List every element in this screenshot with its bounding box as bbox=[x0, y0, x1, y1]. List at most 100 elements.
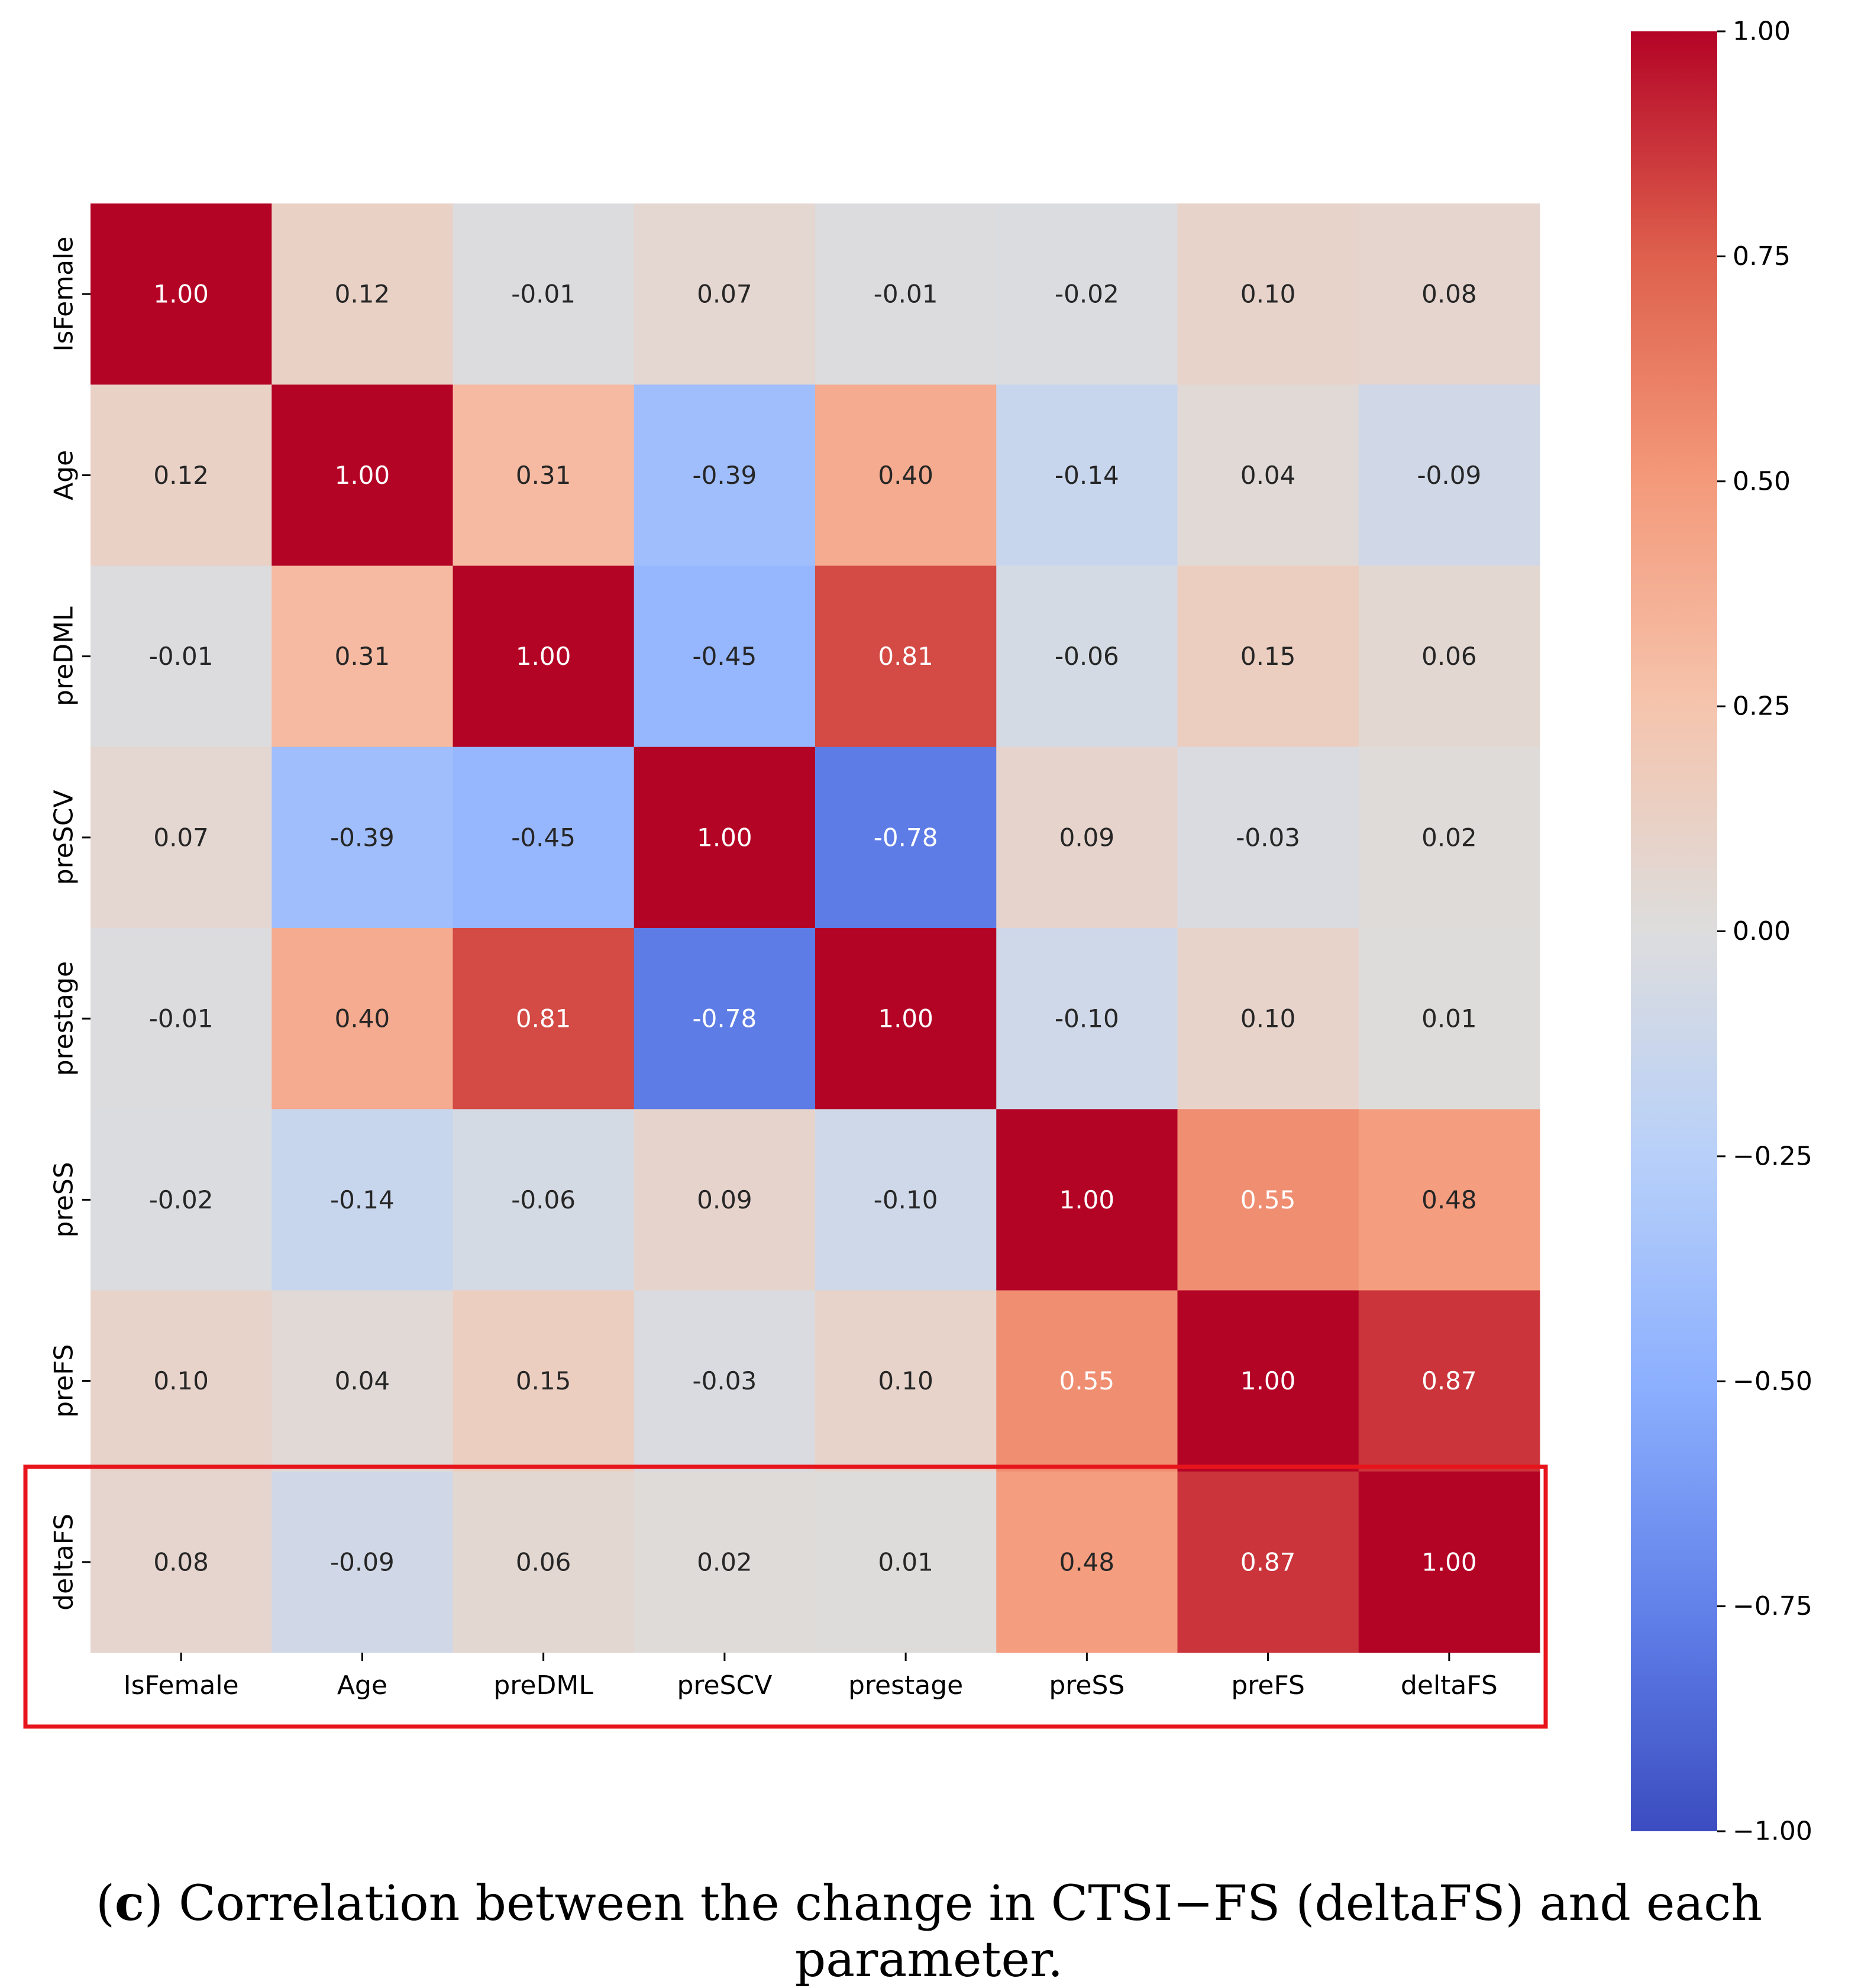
cell-value-label: 0.12 bbox=[335, 280, 390, 309]
heatmap-cell bbox=[1358, 1109, 1540, 1291]
heatmap-cell bbox=[91, 384, 272, 566]
x-axis-labels: IsFemale Age preDML preSCV prestage preSS preF… bbox=[124, 1653, 1498, 1701]
x-tick-label: preSCV bbox=[677, 1670, 772, 1701]
heatmap-cell bbox=[272, 1109, 453, 1291]
cell-value-label: 1.00 bbox=[153, 280, 209, 309]
cell-value-label: 0.04 bbox=[335, 1366, 390, 1395]
cell-value-label: -0.14 bbox=[1055, 461, 1119, 490]
cell-value-label: 0.07 bbox=[697, 280, 752, 309]
colorbar: 1.00 0.75 0.50 0.25 0.00 −0.25 −0.50 −0.75 −1.00 bbox=[1631, 17, 1812, 1847]
heatmap-cell bbox=[1177, 565, 1359, 748]
heatmap-cell bbox=[1177, 203, 1359, 385]
heatmap-cell bbox=[453, 1471, 635, 1653]
y-tick-label: deltaFS bbox=[49, 1514, 79, 1611]
heatmap-cell bbox=[91, 928, 272, 1110]
heatmap-cell bbox=[1358, 1471, 1540, 1653]
colorbar-gradient bbox=[1631, 31, 1717, 1831]
heatmap-cell bbox=[815, 928, 997, 1110]
heatmap-cell bbox=[453, 746, 635, 929]
colorbar-tick-label: 0.25 bbox=[1733, 691, 1791, 722]
heatmap-cell bbox=[272, 1290, 453, 1472]
cell-value-label: -0.78 bbox=[693, 1004, 757, 1033]
cell-value-label: -0.01 bbox=[511, 280, 576, 309]
heatmap-cell bbox=[634, 746, 816, 929]
heatmap-cell bbox=[634, 1471, 816, 1653]
cell-value-label: 0.10 bbox=[1240, 280, 1296, 309]
heatmap-cell bbox=[996, 746, 1178, 929]
y-tick-label: preFS bbox=[49, 1344, 79, 1418]
heatmap-cell bbox=[996, 1290, 1178, 1472]
colorbar-tick-label: −1.00 bbox=[1733, 1816, 1812, 1847]
cell-value-label: 0.15 bbox=[1240, 642, 1296, 671]
heatmap-cell bbox=[91, 565, 272, 748]
cell-value-label: 1.00 bbox=[1240, 1366, 1296, 1395]
cell-value-label: 1.00 bbox=[335, 461, 390, 490]
cell-value-label: 0.48 bbox=[1059, 1547, 1115, 1576]
heatmap-cell bbox=[1358, 384, 1540, 566]
cell-value-label: -0.02 bbox=[149, 1185, 214, 1214]
cell-value-label: 0.06 bbox=[516, 1547, 571, 1576]
cell-value-label: -0.09 bbox=[1417, 461, 1482, 490]
heatmap-cell bbox=[453, 928, 635, 1110]
cell-value-label: -0.01 bbox=[149, 1004, 214, 1033]
heatmap-cell bbox=[1177, 1290, 1359, 1472]
cell-value-label: 0.31 bbox=[516, 461, 571, 490]
cell-value-label: 0.07 bbox=[153, 823, 209, 852]
heatmap-cell bbox=[1177, 746, 1359, 929]
heatmap-cells: 1.00 0.12 -0.01 0.07 -0.01 -0.02 0.10 0.08 0.12 1… bbox=[91, 203, 1540, 1653]
cell-value-label: 0.09 bbox=[1059, 823, 1115, 852]
heatmap-cell bbox=[1358, 1290, 1540, 1472]
heatmap-cell bbox=[996, 1109, 1178, 1291]
heatmap-cell bbox=[272, 384, 453, 566]
heatmap-cell bbox=[1177, 1109, 1359, 1291]
y-tick-label: IsFemale bbox=[49, 237, 79, 352]
cell-value-label: 1.00 bbox=[516, 642, 571, 671]
heatmap-cell bbox=[634, 384, 816, 566]
y-tick-label: prestage bbox=[49, 961, 79, 1076]
cell-value-label: 1.00 bbox=[1059, 1185, 1115, 1214]
heatmap-cell bbox=[1358, 746, 1540, 929]
heatmap-cell bbox=[1177, 384, 1359, 566]
y-axis-labels: IsFemale Age preDML preSCV prestage preSS preF… bbox=[49, 237, 91, 1611]
heatmap-cell bbox=[91, 1290, 272, 1472]
heatmap-cell bbox=[996, 928, 1178, 1110]
heatmap-cell bbox=[453, 565, 635, 748]
cell-value-label: 0.81 bbox=[516, 1004, 571, 1033]
x-tick-label: preFS bbox=[1231, 1670, 1305, 1701]
heatmap-cell bbox=[1177, 1471, 1359, 1653]
heatmap-cell bbox=[815, 1471, 997, 1653]
heatmap-cell bbox=[272, 203, 453, 385]
heatmap-cell bbox=[272, 746, 453, 929]
heatmap-cell bbox=[815, 384, 997, 566]
heatmap-cell bbox=[1358, 928, 1540, 1110]
cell-value-label: -0.06 bbox=[511, 1185, 576, 1214]
cell-value-label: -0.01 bbox=[874, 280, 938, 309]
cell-value-label: 0.81 bbox=[878, 642, 933, 671]
x-tick-label: deltaFS bbox=[1401, 1670, 1498, 1701]
x-tick-label: preDML bbox=[493, 1670, 593, 1701]
y-tick-label: preSCV bbox=[49, 790, 79, 885]
colorbar-tick-label: 0.75 bbox=[1733, 241, 1791, 271]
heatmap-cell bbox=[91, 1109, 272, 1291]
heatmap-cell bbox=[91, 203, 272, 385]
colorbar-tick-label: 0.00 bbox=[1733, 916, 1791, 946]
heatmap-cell bbox=[634, 928, 816, 1110]
correlation-heatmap: 1.00 0.12 -0.01 0.07 -0.01 -0.02 0.10 0.08 0.12 1… bbox=[23, 17, 1812, 1847]
heatmap-cell bbox=[453, 203, 635, 385]
heatmap-cell bbox=[1358, 565, 1540, 748]
cell-value-label: -0.01 bbox=[149, 642, 214, 671]
heatmap-cell bbox=[815, 203, 997, 385]
deltafs-highlight-box bbox=[23, 1465, 1548, 1729]
heatmap-cell bbox=[634, 1290, 816, 1472]
heatmap-cell bbox=[272, 928, 453, 1110]
colorbar-tick-label: −0.25 bbox=[1733, 1141, 1812, 1171]
colorbar-tick-label: 1.00 bbox=[1733, 17, 1791, 47]
cell-value-label: -0.10 bbox=[874, 1185, 938, 1214]
cell-value-label: 0.08 bbox=[1421, 280, 1477, 309]
cell-value-label: -0.06 bbox=[1055, 642, 1119, 671]
heatmap-cell bbox=[91, 1471, 272, 1653]
heatmap-cell bbox=[453, 384, 635, 566]
heatmap-cell bbox=[634, 565, 816, 748]
x-tick-label: preSS bbox=[1049, 1670, 1125, 1701]
cell-value-label: -0.14 bbox=[330, 1185, 395, 1214]
